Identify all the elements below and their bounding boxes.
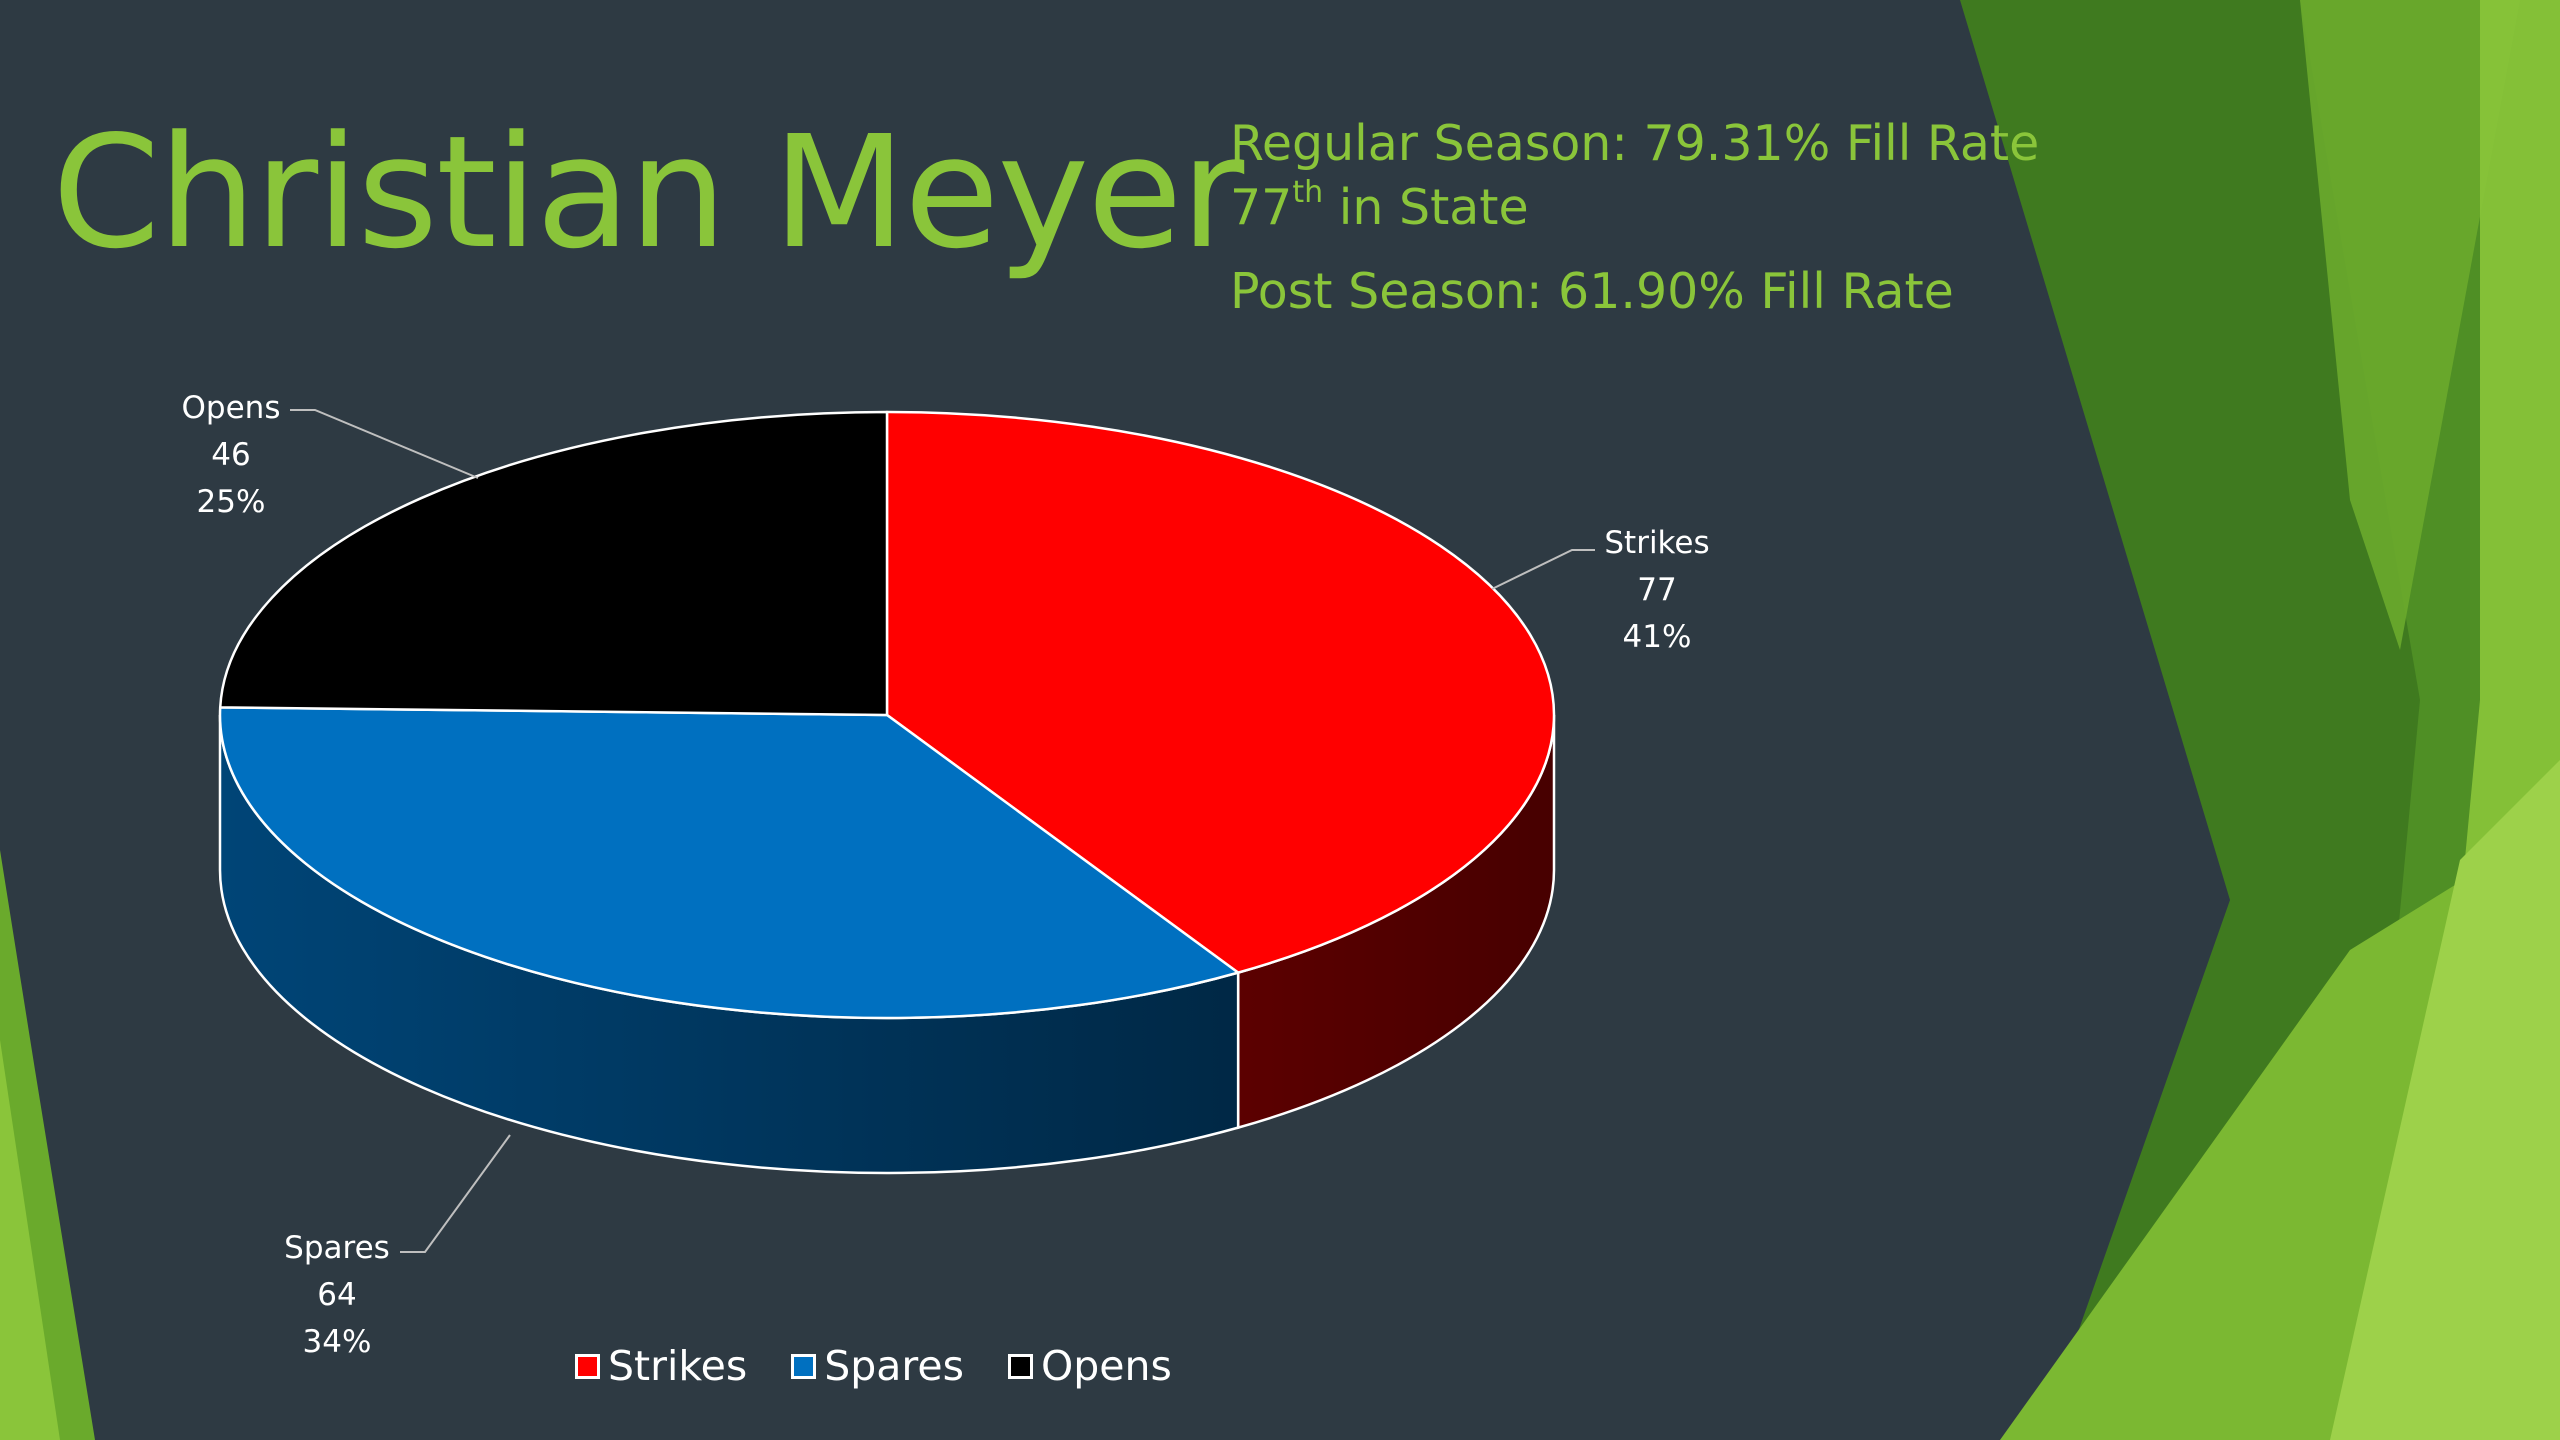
- data-label-percent: 41%: [1622, 619, 1692, 655]
- data-label-strikes: Strikes 77 41%: [1604, 520, 1709, 661]
- rank-number: 77: [1230, 179, 1293, 236]
- legend-swatch: [575, 1353, 600, 1379]
- legend-item-opens: Opens: [1007, 1342, 1172, 1390]
- legend-item-spares: Spares: [791, 1342, 964, 1390]
- rank-suffix: th: [1292, 175, 1324, 210]
- data-label-percent: 34%: [302, 1324, 372, 1360]
- data-label-value: 64: [317, 1277, 357, 1313]
- regular-season-stat: Regular Season: 79.31% Fill Rate: [1230, 115, 2040, 172]
- data-label-name: Opens: [181, 390, 281, 426]
- legend-label: Opens: [1040, 1342, 1172, 1390]
- leader-line-spares: [400, 1134, 511, 1253]
- state-rank-stat: 77th in State: [1230, 176, 2039, 240]
- deco-shard-left-light: [0, 1040, 60, 1440]
- deco-shard-light: [2330, 760, 2560, 1440]
- data-label-value: 46: [211, 437, 251, 473]
- pie-slice-spares: [218, 706, 1240, 1020]
- data-label-name: Spares: [284, 1230, 390, 1266]
- slide-title: Christian Meyer: [52, 102, 1244, 283]
- legend-swatch: [1007, 1353, 1033, 1379]
- data-label-percent: 25%: [196, 484, 266, 520]
- deco-shard-bright: [2300, 0, 2520, 650]
- legend-swatch: [791, 1353, 817, 1379]
- data-label-value: 77: [1637, 572, 1677, 608]
- season-stats: Regular Season: 79.31% Fill Rate 77th in…: [1230, 112, 2039, 324]
- rank-text: in State: [1323, 179, 1529, 236]
- data-label-opens: Opens 46 25%: [182, 385, 281, 526]
- data-label-name: Strikes: [1604, 525, 1710, 561]
- pie-slice-opens: [218, 410, 889, 717]
- legend-label: Spares: [824, 1342, 964, 1390]
- chart-legend: Strikes Spares Opens: [575, 1342, 1172, 1390]
- leader-line-strikes: [1491, 549, 1595, 590]
- legend-item-strikes: Strikes: [575, 1342, 747, 1390]
- leader-line-opens: [290, 409, 479, 479]
- legend-label: Strikes: [608, 1342, 748, 1390]
- pie-slice-strikes: [885, 410, 1556, 974]
- post-season-stat: Post Season: 61.90% Fill Rate: [1230, 263, 1954, 320]
- data-label-spares: Spares 64 34%: [284, 1225, 390, 1366]
